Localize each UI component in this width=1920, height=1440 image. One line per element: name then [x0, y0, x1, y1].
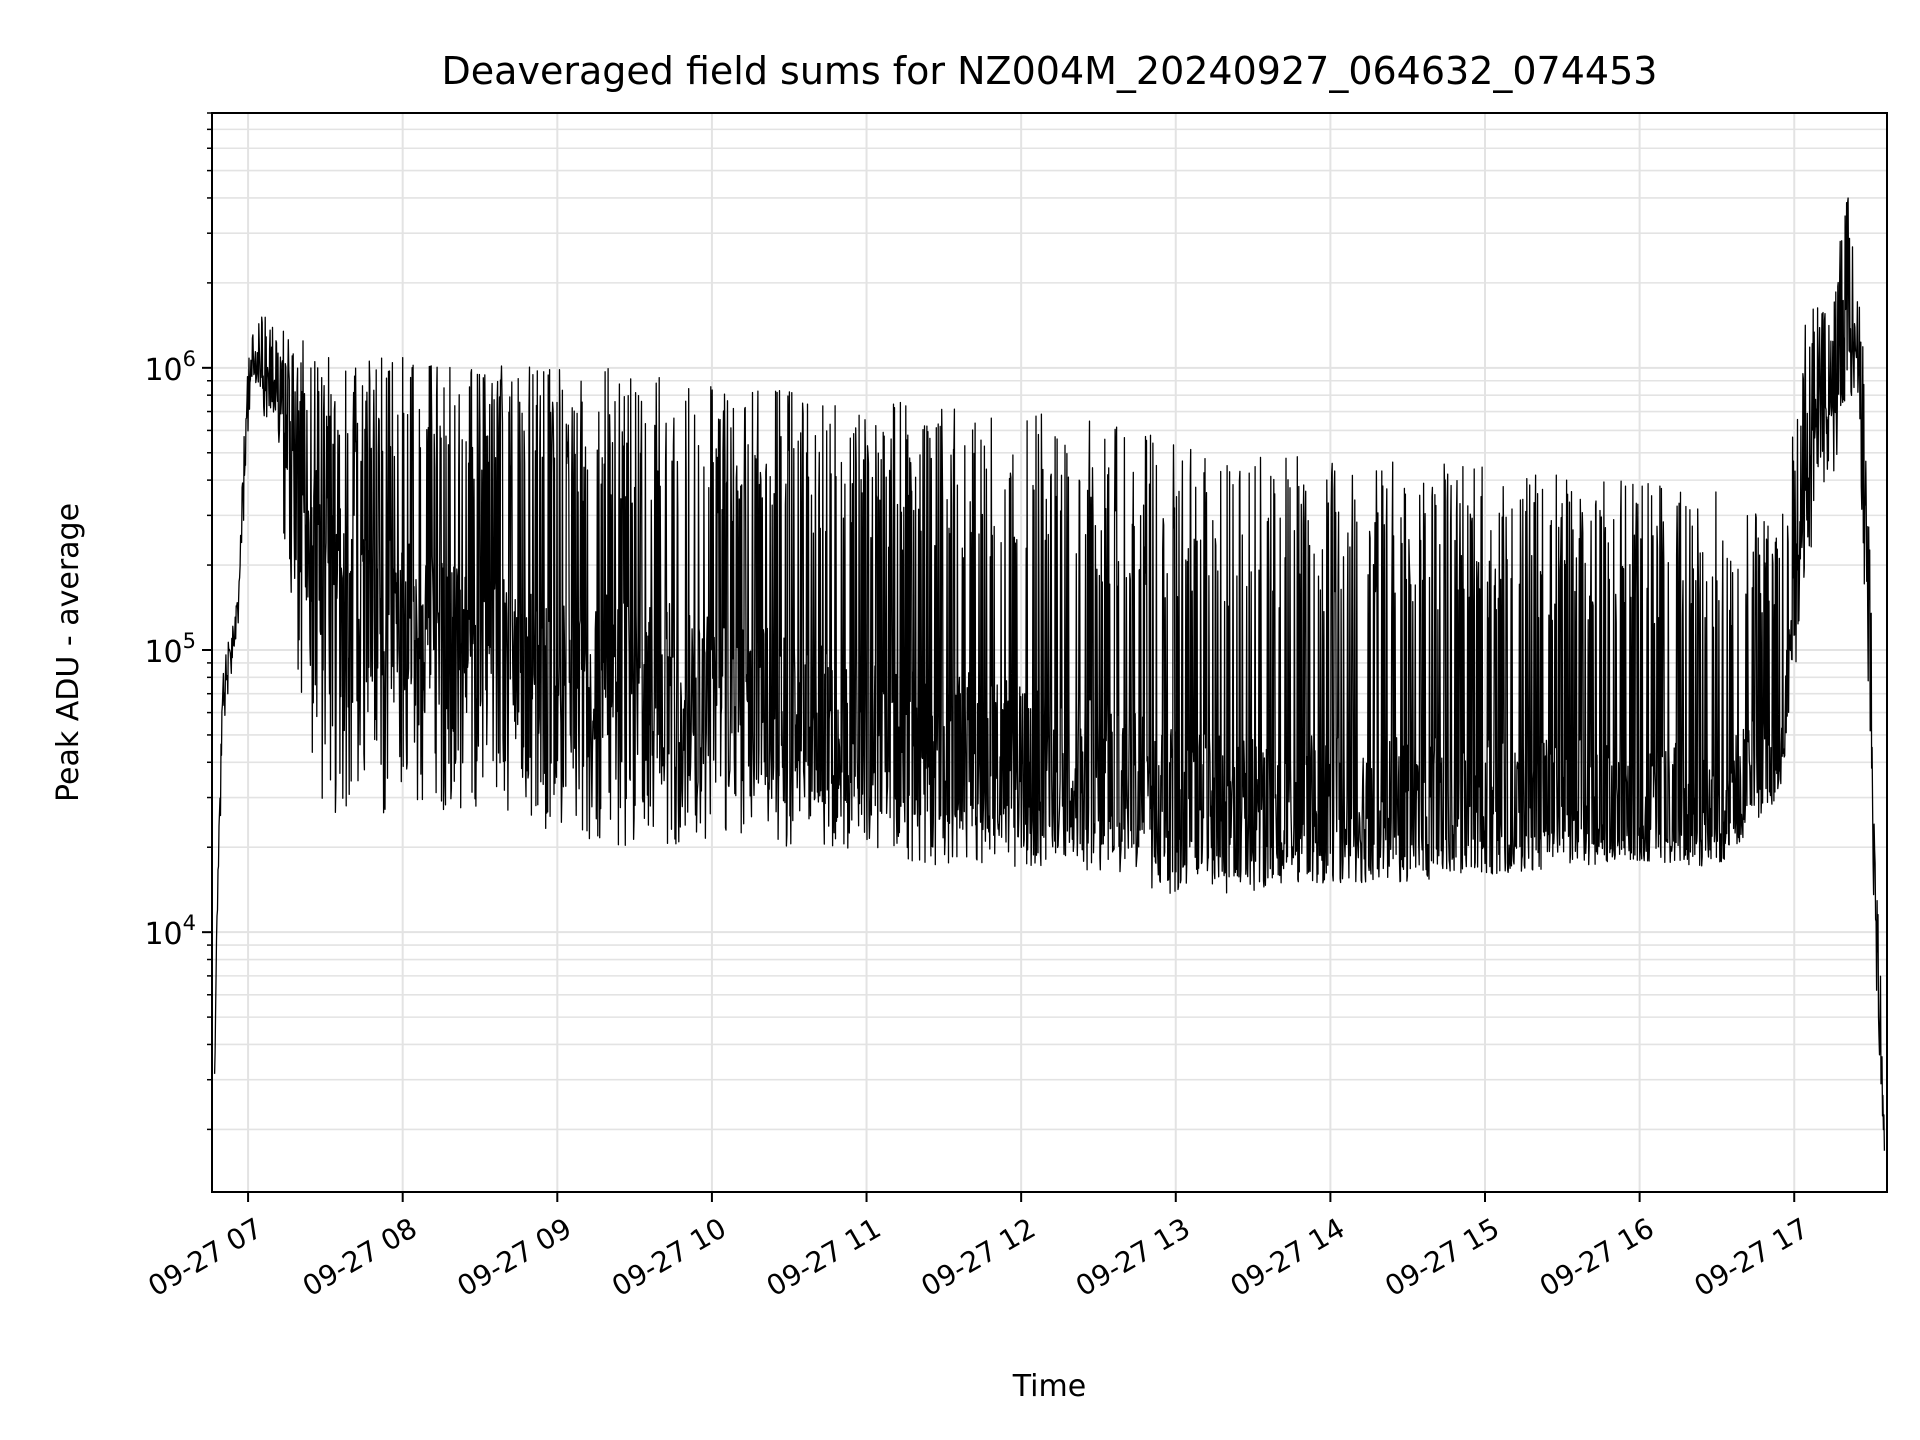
y-axis-label: Peak ADU - average [51, 503, 86, 802]
plot-frame [211, 112, 1888, 1193]
y-tick-label: 106 [144, 347, 196, 388]
chart-title: Deaveraged field sums for NZ004M_2024092… [442, 49, 1658, 93]
data-area [213, 197, 1886, 1151]
y-tick-label: 104 [144, 911, 196, 952]
y-tick-label: 105 [144, 629, 196, 670]
x-axis-label: Time [1012, 1369, 1086, 1404]
series-line [213, 197, 1886, 1151]
